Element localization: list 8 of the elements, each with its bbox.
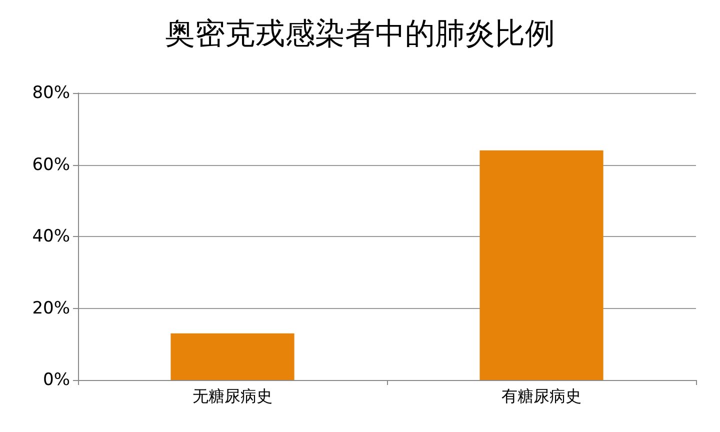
y-tick-label: 20% bbox=[32, 298, 70, 318]
y-tick-label: 80% bbox=[32, 83, 70, 103]
x-tick-label: 有糖尿病史 bbox=[502, 386, 582, 406]
y-tick-label: 40% bbox=[32, 226, 70, 246]
y-tick-label: 0% bbox=[43, 370, 70, 390]
chart-title: 奥密克戎感染者中的肺炎比例 bbox=[165, 16, 555, 52]
y-tick-label: 60% bbox=[32, 154, 70, 175]
x-tick-label: 无糖尿病史 bbox=[192, 386, 272, 406]
